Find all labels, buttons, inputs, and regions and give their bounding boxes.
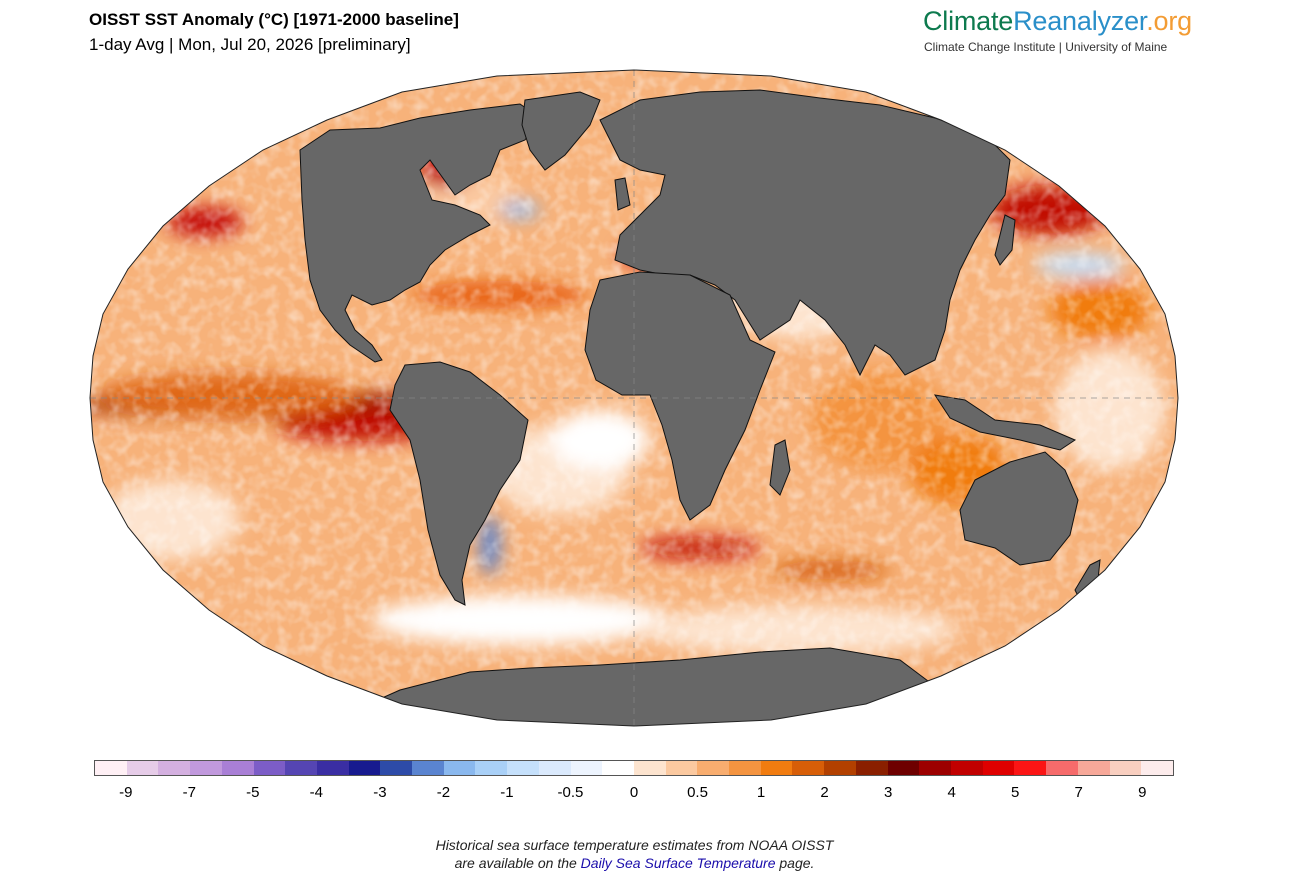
colorbar-tick-label: 5 — [1011, 784, 1020, 801]
colorbar-swatch — [190, 761, 222, 775]
brand-tagline: Climate Change Institute | University of… — [924, 40, 1168, 54]
colorbar-swatch — [380, 761, 413, 775]
colorbar-swatch — [126, 761, 159, 775]
colorbar-swatch — [760, 761, 793, 775]
colorbar-swatch — [316, 761, 349, 775]
colorbar-swatch — [443, 761, 476, 775]
colorbar-swatch — [1141, 761, 1173, 775]
colorbar-swatch — [1077, 761, 1110, 775]
land-masses — [299, 89, 1101, 726]
colorbar-swatch — [792, 761, 825, 775]
antarctica-land — [339, 647, 951, 726]
colorbar-tick-label: 7 — [1074, 784, 1083, 801]
sst-anomaly-map — [89, 69, 1179, 727]
colorbar-swatch — [538, 761, 571, 775]
colorbar-swatch — [1046, 761, 1078, 775]
logo-part-org: .org — [1146, 6, 1192, 36]
footer-line-1: Historical sea surface temperature estim… — [435, 837, 834, 853]
logo-part-reanalyzer: Reanalyzer — [1013, 6, 1147, 36]
map-outline — [89, 69, 1179, 727]
colorbar-swatch — [158, 761, 191, 775]
colorbar-tick-label: 9 — [1138, 784, 1147, 801]
colorbar-swatch — [221, 761, 254, 775]
footer-text-before: are available on the — [454, 855, 581, 871]
colorbar-swatch — [253, 761, 286, 775]
logo-part-climate: Climate — [923, 6, 1014, 36]
colorbar-tick-label: 2 — [820, 784, 829, 801]
colorbar-swatch — [950, 761, 983, 775]
colorbar-swatch — [665, 761, 698, 775]
colorbar-swatch — [729, 761, 761, 775]
uk-land — [614, 177, 631, 211]
colorbar-swatch — [475, 761, 508, 775]
colorbar-tick-label: 0 — [629, 784, 639, 801]
colorbar-tick-label: -7 — [182, 784, 196, 801]
colorbar-swatch — [855, 761, 888, 775]
colorbar-swatch — [887, 761, 920, 775]
ocean-anomaly-layer — [90, 70, 1178, 726]
graticule — [90, 70, 1178, 726]
colorbar-swatch — [824, 761, 856, 775]
colorbar-swatch — [570, 761, 603, 775]
colorbar-swatch — [697, 761, 730, 775]
greenland-land — [521, 91, 601, 171]
colorbar-swatch — [982, 761, 1015, 775]
colorbar — [94, 760, 1174, 776]
daily-sst-link[interactable]: Daily Sea Surface Temperature — [580, 855, 776, 871]
colorbar-tick-label: -9 — [119, 784, 133, 801]
madagascar-land — [769, 439, 791, 496]
colorbar-tick-label: 1 — [756, 784, 766, 801]
colorbar-swatch — [507, 761, 539, 775]
indonesia-land — [933, 394, 1077, 451]
colorbar-tick-label: 4 — [947, 784, 956, 801]
colorbar-tick-label: 3 — [883, 784, 893, 801]
colorbar-swatch — [919, 761, 951, 775]
climate-reanalyzer-logo[interactable]: ClimateReanalyzer.org — [923, 6, 1192, 37]
africa-land — [584, 271, 776, 521]
south-america-land — [389, 361, 529, 606]
map-subtitle: 1-day Avg | Mon, Jul 20, 2026 [prelimina… — [89, 35, 411, 54]
colorbar-tick-label: -5 — [246, 784, 260, 801]
colorbar-swatch — [1109, 761, 1142, 775]
colorbar-swatch — [412, 761, 444, 775]
map-title: OISST SST Anomaly (°C) [1971-2000 baseli… — [89, 10, 459, 29]
colorbar-tick-label: 0.5 — [687, 784, 708, 801]
footer-text-after: page. — [775, 855, 815, 871]
colorbar-swatch — [633, 761, 666, 775]
colorbar-swatch — [348, 761, 381, 775]
colorbar-swatch — [1014, 761, 1047, 775]
colorbar-tick-label: -1 — [500, 784, 514, 801]
colorbar-swatch — [95, 761, 127, 775]
japan-land — [994, 214, 1016, 266]
colorbar-swatch — [285, 761, 317, 775]
footer-line-2: are available on the Daily Sea Surface T… — [0, 855, 1269, 871]
australia-land — [959, 451, 1079, 566]
colorbar-tick-label: -4 — [309, 784, 324, 801]
colorbar-tick-label: -2 — [436, 784, 451, 801]
colorbar-swatch — [602, 761, 634, 775]
colorbar-tick-label: -0.5 — [557, 784, 584, 801]
colorbar-tick-label: -3 — [373, 784, 387, 801]
